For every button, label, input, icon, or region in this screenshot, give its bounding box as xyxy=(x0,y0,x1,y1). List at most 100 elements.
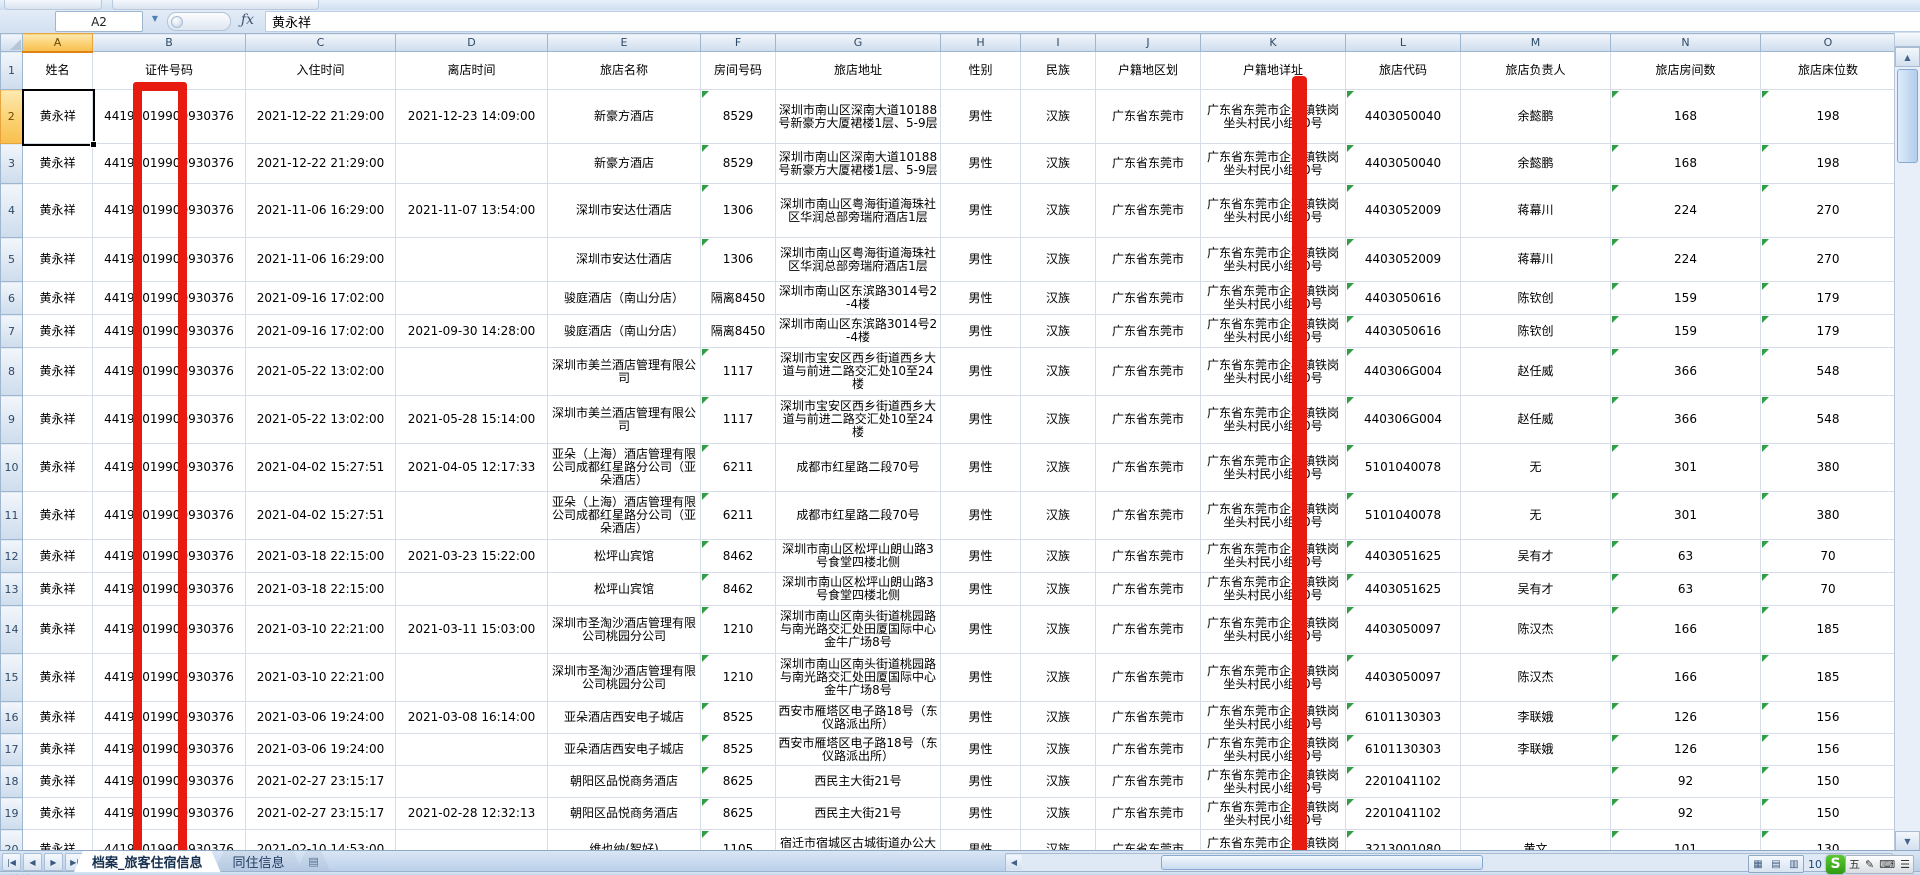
ime-mode-label[interactable]: 五 xyxy=(1849,858,1861,871)
cell-M14[interactable]: 陈汉杰 xyxy=(1460,605,1611,654)
cell-M20[interactable]: 黄文 xyxy=(1460,829,1611,851)
cell-I19[interactable]: 汉族 xyxy=(1020,797,1096,830)
cell-N12[interactable]: 63 xyxy=(1610,539,1761,573)
row-header-17[interactable]: 17 xyxy=(0,733,23,766)
cell-D14[interactable]: 2021-03-11 15:03:00 xyxy=(395,605,548,654)
column-header-H[interactable]: H xyxy=(940,33,1021,52)
cell-N3[interactable]: 168 xyxy=(1610,143,1761,184)
cell-E4[interactable]: 深圳市安达仕酒店 xyxy=(547,183,701,238)
cell-E15[interactable]: 深圳市圣淘沙酒店管理有限公司桃园分公司 xyxy=(547,653,701,702)
cell-E5[interactable]: 深圳市安达仕酒店 xyxy=(547,237,701,282)
cell-I11[interactable]: 汉族 xyxy=(1020,491,1096,540)
cell-G8[interactable]: 深圳市宝安区西乡街道西乡大道与前进二路交汇处10至24楼 xyxy=(775,347,941,396)
cell-K20[interactable]: 广东省东莞市企石镇铁岗坐头村民小组10号 xyxy=(1200,829,1346,851)
cell-H2[interactable]: 男性 xyxy=(940,89,1021,144)
cell-G19[interactable]: 西民主大街21号 xyxy=(775,797,941,830)
column-header-N[interactable]: N xyxy=(1610,33,1761,52)
cell-L6[interactable]: 4403050616 xyxy=(1345,281,1461,315)
column-header-A[interactable]: A xyxy=(22,33,93,53)
zoom-level[interactable]: 10 xyxy=(1808,857,1823,871)
cell-N15[interactable]: 166 xyxy=(1610,653,1761,702)
cell-H6[interactable]: 男性 xyxy=(940,281,1021,315)
first-sheet-button[interactable]: |◀ xyxy=(2,853,21,871)
cell-J18[interactable]: 广东省东莞市 xyxy=(1095,765,1201,798)
cell-D16[interactable]: 2021-03-08 16:14:00 xyxy=(395,701,548,734)
name-box[interactable]: A2 ▼ xyxy=(55,11,158,32)
cell-E8[interactable]: 深圳市美兰酒店管理有限公司 xyxy=(547,347,701,396)
cell-K18[interactable]: 广东省东莞市企石镇铁岗坐头村民小组10号 xyxy=(1200,765,1346,798)
cell-O20[interactable]: 130 xyxy=(1760,829,1895,851)
cell-D2[interactable]: 2021-12-23 14:09:00 xyxy=(395,89,548,144)
column-header-I[interactable]: I xyxy=(1020,33,1096,52)
cell-I13[interactable]: 汉族 xyxy=(1020,572,1096,606)
cell-G14[interactable]: 深圳市南山区南头街道桃园路与南光路交汇处田厦国际中心金牛广场8号 xyxy=(775,605,941,654)
cell-D8[interactable] xyxy=(395,347,548,396)
cell-M9[interactable]: 赵任威 xyxy=(1460,395,1611,444)
cell-D20[interactable] xyxy=(395,829,548,851)
cell-N9[interactable]: 366 xyxy=(1610,395,1761,444)
cell-O7[interactable]: 179 xyxy=(1760,314,1895,348)
cell-D10[interactable]: 2021-04-05 12:17:33 xyxy=(395,443,548,492)
insert-worksheet-tab[interactable]: ▤ xyxy=(297,851,331,872)
cell-E14[interactable]: 深圳市圣淘沙酒店管理有限公司桃园分公司 xyxy=(547,605,701,654)
cell-L15[interactable]: 4403050097 xyxy=(1345,653,1461,702)
normal-view-button[interactable]: ▦ xyxy=(1749,856,1768,872)
cell-H11[interactable]: 男性 xyxy=(940,491,1021,540)
pencil-icon[interactable]: ✎ xyxy=(1865,857,1875,871)
cell-B9[interactable]: 44190019900930376 xyxy=(92,395,246,444)
column-header-E[interactable]: E xyxy=(547,33,701,52)
cell-A17[interactable]: 黄永祥 xyxy=(22,733,93,766)
cell-G18[interactable]: 西民主大街21号 xyxy=(775,765,941,798)
cell-J5[interactable]: 广东省东莞市 xyxy=(1095,237,1201,282)
row-header-14[interactable]: 14 xyxy=(0,605,23,654)
cell-K12[interactable]: 广东省东莞市企石镇铁岗坐头村民小组10号 xyxy=(1200,539,1346,573)
cell-L19[interactable]: 2201041102 xyxy=(1345,797,1461,830)
sogou-logo-icon[interactable]: S xyxy=(1826,854,1846,874)
row-header-9[interactable]: 9 xyxy=(0,395,23,444)
cell-A19[interactable]: 黄永祥 xyxy=(22,797,93,830)
cell-I5[interactable]: 汉族 xyxy=(1020,237,1096,282)
cell-M6[interactable]: 陈钦创 xyxy=(1460,281,1611,315)
cell-M2[interactable]: 余懿鹏 xyxy=(1460,89,1611,144)
cell-O1[interactable]: 旅店床位数 xyxy=(1760,51,1895,90)
cell-H4[interactable]: 男性 xyxy=(940,183,1021,238)
vertical-scroll-track[interactable] xyxy=(1895,165,1920,831)
cell-O16[interactable]: 156 xyxy=(1760,701,1895,734)
cell-M19[interactable] xyxy=(1460,797,1611,830)
cell-A6[interactable]: 黄永祥 xyxy=(22,281,93,315)
cell-N11[interactable]: 301 xyxy=(1610,491,1761,540)
horizontal-scroll-thumb[interactable] xyxy=(1161,855,1483,870)
cell-B4[interactable]: 44190019900930376 xyxy=(92,183,246,238)
cell-B20[interactable]: 44190019900930376 xyxy=(92,829,246,851)
keyboard-icon[interactable]: ⌨ xyxy=(1879,857,1896,871)
cell-E1[interactable]: 旅店名称 xyxy=(547,51,701,90)
cell-O15[interactable]: 185 xyxy=(1760,653,1895,702)
cell-B2[interactable]: 44190019900930376 xyxy=(92,89,246,144)
cell-C2[interactable]: 2021-12-22 21:29:00 xyxy=(245,89,396,144)
row-header-1[interactable]: 1 xyxy=(0,51,23,90)
cell-D5[interactable] xyxy=(395,237,548,282)
cell-M1[interactable]: 旅店负责人 xyxy=(1460,51,1611,90)
cell-N7[interactable]: 159 xyxy=(1610,314,1761,348)
cell-E9[interactable]: 深圳市美兰酒店管理有限公司 xyxy=(547,395,701,444)
cell-E18[interactable]: 朝阳区品悦商务酒店 xyxy=(547,765,701,798)
cell-L8[interactable]: 440306G004 xyxy=(1345,347,1461,396)
cell-F11[interactable]: 6211 xyxy=(700,491,776,540)
cell-J7[interactable]: 广东省东莞市 xyxy=(1095,314,1201,348)
cell-E11[interactable]: 亚朵（上海）酒店管理有限公司成都红星路分公司（亚朵酒店） xyxy=(547,491,701,540)
column-header-K[interactable]: K xyxy=(1200,33,1346,52)
tab-cohabitant-info[interactable]: 同住信息 xyxy=(215,851,303,872)
cell-J10[interactable]: 广东省东莞市 xyxy=(1095,443,1201,492)
cell-G15[interactable]: 深圳市南山区南头街道桃园路与南光路交汇处田厦国际中心金牛广场8号 xyxy=(775,653,941,702)
cell-K14[interactable]: 广东省东莞市企石镇铁岗坐头村民小组10号 xyxy=(1200,605,1346,654)
cell-O6[interactable]: 179 xyxy=(1760,281,1895,315)
cell-L17[interactable]: 6101130303 xyxy=(1345,733,1461,766)
cell-C4[interactable]: 2021-11-06 16:29:00 xyxy=(245,183,396,238)
cell-E20[interactable]: 维也纳(智好) xyxy=(547,829,701,851)
cell-D18[interactable] xyxy=(395,765,548,798)
column-header-G[interactable]: G xyxy=(775,33,941,52)
cell-N1[interactable]: 旅店房间数 xyxy=(1610,51,1761,90)
cell-G4[interactable]: 深圳市南山区粤海街道海珠社区华润总部旁瑞府酒店1层 xyxy=(775,183,941,238)
cell-I16[interactable]: 汉族 xyxy=(1020,701,1096,734)
cell-J9[interactable]: 广东省东莞市 xyxy=(1095,395,1201,444)
